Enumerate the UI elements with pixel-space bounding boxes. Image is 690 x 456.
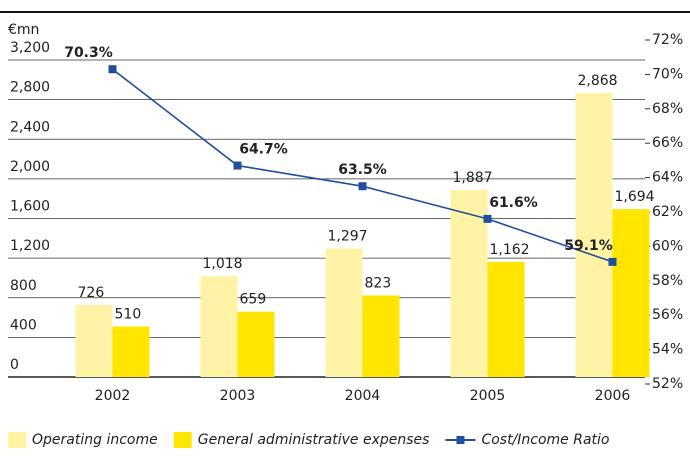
- bar: [200, 276, 238, 377]
- ratio-value-label: 61.6%: [489, 195, 538, 211]
- x-tick-label: 2005: [470, 388, 506, 404]
- legend-swatch: [8, 432, 26, 448]
- bar-value-label: 2,868: [578, 73, 618, 89]
- ratio-value-label: 70.3%: [64, 45, 113, 61]
- y2-tick-label: 68%: [652, 101, 683, 117]
- y-tick-label: 1,600: [10, 199, 50, 215]
- ratio-marker: [608, 257, 617, 266]
- legend-label: Operating income: [32, 432, 158, 448]
- legend-label: General administrative expenses: [198, 432, 430, 448]
- ratio-value-label: 63.5%: [338, 162, 387, 178]
- y2-tick-label: 72%: [652, 32, 683, 48]
- x-tick-label: 2004: [345, 388, 381, 404]
- y-tick-label: 800: [10, 278, 37, 294]
- y2-tick-label: 60%: [652, 238, 683, 254]
- ratio-marker: [233, 161, 242, 170]
- y2-tick-label: 64%: [652, 170, 683, 186]
- y-tick-label: 2,400: [10, 119, 50, 135]
- y-tick-label: 2,000: [10, 159, 50, 175]
- bar-value-label: 1,297: [328, 229, 368, 245]
- ratio-marker: [358, 182, 367, 191]
- x-tick-label: 2006: [595, 388, 631, 404]
- legend-swatch: [173, 432, 192, 448]
- y-tick-label: 3,200: [10, 40, 50, 56]
- bar: [112, 326, 150, 377]
- bar: [487, 261, 525, 377]
- y2-tick-label: 56%: [652, 307, 683, 323]
- y-tick-label: 400: [10, 317, 37, 333]
- bar-value-label: 510: [115, 306, 142, 322]
- bar: [325, 248, 363, 377]
- bar-value-label: 1,694: [615, 189, 655, 205]
- x-tick-label: 2002: [95, 388, 131, 404]
- bar-value-label: 1,162: [490, 242, 530, 258]
- bar: [612, 209, 650, 377]
- ratio-value-label: 64.7%: [239, 142, 288, 158]
- bar-value-label: 823: [365, 275, 392, 291]
- bar: [362, 295, 400, 377]
- x-tick-label: 2003: [220, 388, 256, 404]
- unit-label: €mn: [8, 22, 39, 38]
- y2-tick-label: 66%: [652, 135, 683, 151]
- bar: [575, 92, 613, 378]
- y2-tick-label: 52%: [652, 376, 683, 392]
- legend-label: Cost/Income Ratio: [481, 432, 609, 448]
- y2-tick-label: 70%: [652, 66, 683, 82]
- y-tick-label: 2,800: [10, 80, 50, 96]
- y2-tick-label: 58%: [652, 273, 683, 289]
- bar: [75, 305, 113, 377]
- ratio-marker: [483, 214, 492, 223]
- y-tick-label: 0: [10, 357, 19, 373]
- y2-tick-label: 54%: [652, 342, 683, 358]
- bar-value-label: 659: [240, 292, 267, 308]
- bar: [450, 190, 488, 377]
- legend-swatch: [456, 436, 465, 444]
- ratio-value-label: 59.1%: [564, 238, 613, 254]
- ratio-marker: [108, 65, 117, 74]
- bar-value-label: 1,887: [453, 170, 493, 186]
- y2-tick-label: 62%: [652, 204, 683, 220]
- bar: [237, 311, 275, 377]
- bar-value-label: 1,018: [203, 256, 243, 272]
- bar-value-label: 726: [78, 285, 105, 301]
- y-tick-label: 1,200: [10, 238, 50, 254]
